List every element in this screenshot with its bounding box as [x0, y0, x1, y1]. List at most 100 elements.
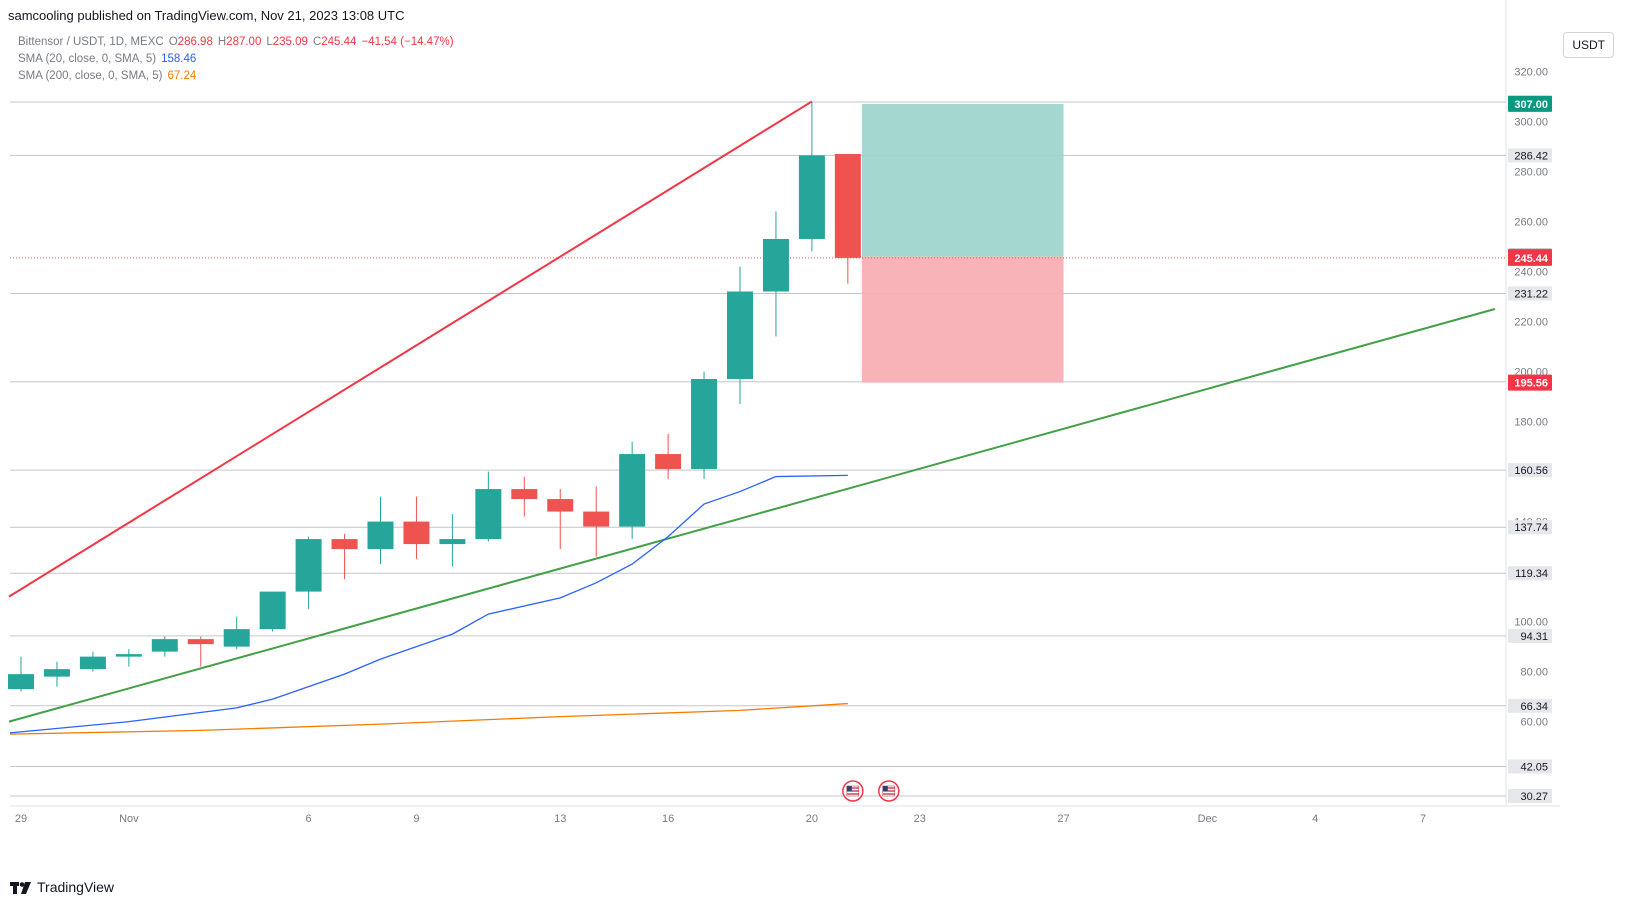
profit-target-zone[interactable]	[861, 103, 1064, 257]
currency-unit-button[interactable]: USDT	[1563, 32, 1614, 58]
candle-up[interactable]	[151, 639, 178, 652]
level-label: 286.42	[1514, 150, 1548, 162]
level-label-bg	[1508, 566, 1552, 581]
level-label: 231.22	[1514, 288, 1548, 300]
legend-close: C245.44	[313, 34, 357, 51]
brand-name: TradingView	[37, 879, 115, 895]
candle-up[interactable]	[115, 654, 142, 657]
candle-down[interactable]	[655, 454, 682, 470]
x-tick-label: 23	[914, 813, 926, 825]
y-tick-label: 60.00	[1520, 717, 1548, 729]
x-tick-label: Nov	[119, 813, 139, 825]
level-label-bg	[1508, 759, 1552, 774]
level-label: 119.34	[1515, 568, 1548, 580]
trendline-support[interactable]	[8, 308, 1496, 723]
price-label-bg	[1508, 95, 1552, 112]
sma20-label: SMA (20, close, 0, SMA, 5)	[18, 53, 157, 65]
candle-up[interactable]	[727, 291, 753, 380]
price-label: 307.00	[1514, 99, 1548, 111]
x-tick-label: 7	[1420, 813, 1426, 825]
candle-up[interactable]	[475, 489, 502, 540]
sma200-label: SMA (200, close, 0, SMA, 5)	[18, 70, 163, 82]
legend-low: L235.09	[266, 34, 308, 51]
y-tick-label: 280.00	[1514, 166, 1548, 178]
price-label-bg	[1508, 374, 1552, 391]
flag-canton	[846, 786, 852, 791]
published-caption: samcooling published on TradingView.com,…	[8, 8, 405, 23]
close-value: 245.44	[321, 36, 357, 48]
candle-down[interactable]	[583, 511, 610, 527]
legend-sma200-row[interactable]: SMA (200, close, 0, SMA, 5) 67.24	[18, 68, 454, 85]
candle-up[interactable]	[691, 379, 718, 470]
x-tick-label: 4	[1312, 813, 1318, 825]
candle-up[interactable]	[367, 521, 394, 550]
candle-up[interactable]	[223, 629, 250, 647]
open-value: 286.98	[177, 36, 213, 48]
trendline-resistance[interactable]	[8, 100, 813, 598]
x-tick-label: 16	[662, 813, 674, 825]
brand-footer[interactable]: TradingView	[10, 879, 114, 895]
sma20-line[interactable]	[9, 474, 848, 734]
price-label-bg	[1508, 249, 1552, 266]
close-key: C	[312, 36, 322, 48]
high-key: H	[217, 36, 227, 48]
candle-up[interactable]	[439, 539, 466, 545]
y-tick-label: 220.00	[1514, 317, 1548, 329]
candle-up[interactable]	[295, 539, 322, 592]
level-label: 160.56	[1514, 465, 1548, 477]
legend-change: −41.54 (−14.47%)	[361, 36, 454, 48]
level-label: 66.34	[1520, 701, 1548, 713]
x-tick-label: 20	[806, 813, 818, 825]
tradingview-logo-icon	[10, 881, 32, 894]
candle-down[interactable]	[187, 639, 214, 645]
high-value: 287.00	[226, 36, 262, 48]
candle-down[interactable]	[547, 499, 574, 512]
legend-open: O286.98	[169, 34, 213, 51]
candle-up[interactable]	[762, 238, 789, 292]
x-tick-label: 29	[15, 813, 27, 825]
candle-up[interactable]	[259, 591, 286, 630]
sma200-value: 67.24	[167, 70, 197, 82]
y-tick-label: 180.00	[1514, 417, 1548, 429]
x-tick-label: 13	[554, 813, 566, 825]
y-tick-label: 100.00	[1514, 617, 1548, 629]
y-tick-label: 300.00	[1514, 116, 1548, 128]
price-label: 195.56	[1514, 378, 1548, 390]
level-label-bg	[1508, 148, 1552, 163]
candle-up[interactable]	[619, 454, 646, 527]
legend-high: H287.00	[218, 34, 262, 51]
candle-up[interactable]	[798, 155, 825, 239]
chart-legend: Bittensor / USDT, 1D, MEXC O286.98 H287.…	[18, 34, 454, 85]
level-label-bg	[1508, 789, 1552, 803]
x-tick-label: Dec	[1198, 813, 1218, 825]
stop-loss-zone[interactable]	[861, 256, 1064, 383]
candle-up[interactable]	[79, 656, 106, 670]
sma20-value: 158.46	[161, 53, 197, 65]
level-label-bg	[1508, 286, 1552, 301]
y-tick-label: 80.00	[1520, 667, 1548, 679]
candle-down[interactable]	[834, 153, 861, 258]
level-label-bg	[1508, 628, 1552, 643]
level-label-bg	[1508, 520, 1552, 535]
y-tick-label: 240.00	[1514, 266, 1548, 278]
legend-sma20-row[interactable]: SMA (20, close, 0, SMA, 5) 158.46	[18, 51, 454, 68]
level-label-bg	[1508, 698, 1552, 713]
candle-up[interactable]	[8, 674, 34, 690]
level-label: 42.05	[1520, 762, 1548, 774]
candle-down[interactable]	[511, 489, 538, 500]
legend-symbol: Bittensor / USDT, 1D, MEXC	[18, 36, 164, 48]
y-tick-label: 260.00	[1514, 216, 1548, 228]
low-key: L	[266, 36, 273, 48]
legend-ohlc-row[interactable]: Bittensor / USDT, 1D, MEXC O286.98 H287.…	[18, 34, 454, 51]
candle-up[interactable]	[43, 669, 70, 677]
low-value: 235.09	[272, 36, 308, 48]
candle-down[interactable]	[403, 521, 430, 545]
flag-canton	[882, 786, 888, 791]
level-label: 94.31	[1520, 631, 1548, 643]
sma200-line[interactable]	[9, 702, 848, 735]
x-tick-label: 9	[413, 813, 419, 825]
candle-down[interactable]	[331, 539, 358, 550]
y-tick-label: 320.00	[1514, 66, 1548, 78]
